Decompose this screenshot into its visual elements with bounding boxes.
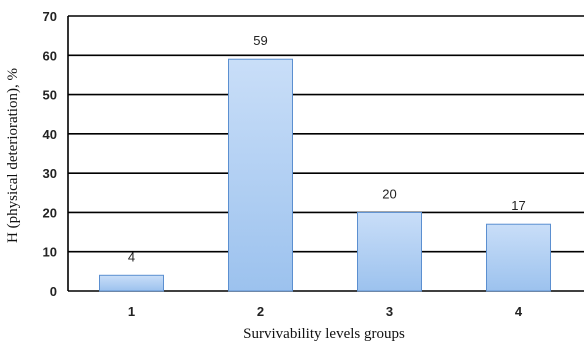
bar-4 bbox=[486, 223, 551, 292]
y-tick-label: 10 bbox=[43, 245, 57, 260]
x-tick-label-3: 3 bbox=[386, 304, 393, 319]
data-label-2: 59 bbox=[253, 33, 267, 48]
y-tick-label: 0 bbox=[50, 284, 57, 299]
x-axis-title: Survivability levels groups bbox=[243, 326, 405, 342]
x-tick-label-1: 1 bbox=[128, 304, 135, 319]
y-tick-label: 50 bbox=[43, 88, 57, 103]
data-label-1: 4 bbox=[128, 249, 135, 264]
y-tick-label: 60 bbox=[43, 48, 57, 63]
x-tick-labels: 1 2 3 4 bbox=[128, 304, 523, 319]
y-tick-label: 70 bbox=[43, 9, 57, 24]
bar-3 bbox=[357, 211, 422, 292]
bar-1 bbox=[99, 274, 164, 292]
data-label-3: 20 bbox=[382, 186, 396, 201]
gridlines bbox=[68, 15, 584, 292]
y-tick-label: 40 bbox=[43, 127, 57, 142]
y-tick-labels: 0 10 20 30 40 50 60 70 bbox=[43, 9, 57, 299]
data-labels: 4 59 20 17 bbox=[128, 33, 526, 264]
x-tick-label-2: 2 bbox=[257, 304, 264, 319]
data-label-4: 17 bbox=[511, 198, 525, 213]
x-tick-label-4: 4 bbox=[515, 304, 523, 319]
y-tick-label: 30 bbox=[43, 166, 57, 181]
y-axis-title: H (physical deterioration), % bbox=[5, 68, 21, 243]
bars bbox=[99, 58, 551, 292]
bar-2 bbox=[228, 58, 293, 292]
y-tick-label: 20 bbox=[43, 205, 57, 220]
